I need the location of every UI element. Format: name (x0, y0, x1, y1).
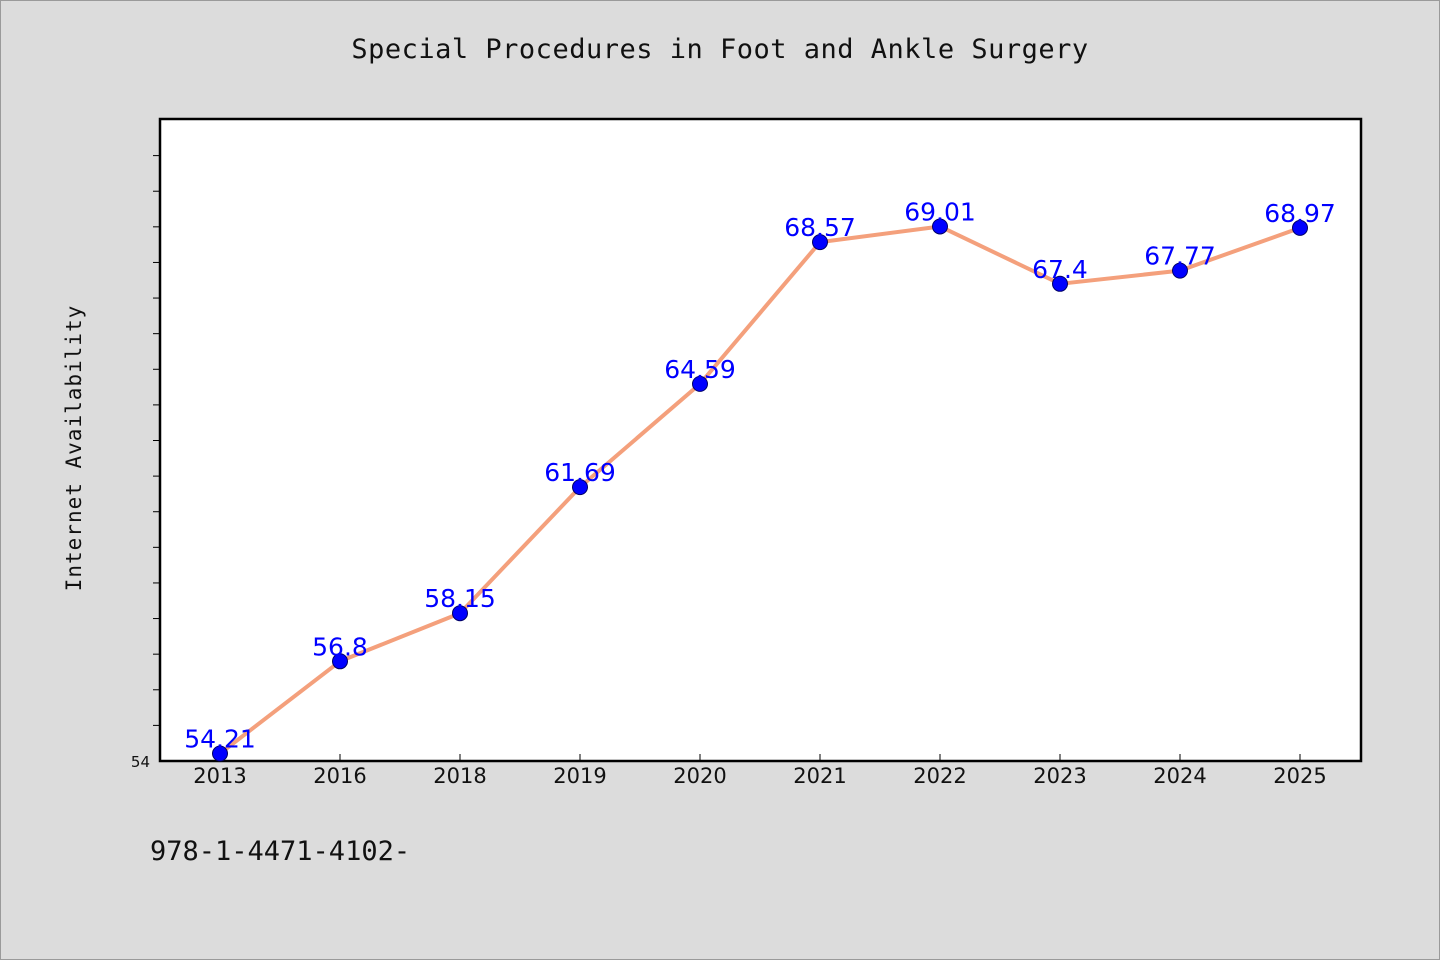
data-point (1172, 262, 1188, 279)
data-point (692, 375, 708, 392)
x-tick-label: 2021 (793, 764, 846, 788)
x-tick-label: 2016 (313, 764, 366, 788)
data-point (572, 479, 588, 496)
x-tick-label: 2025 (1273, 764, 1326, 788)
series-lines (218, 224, 1302, 756)
data-point (212, 745, 228, 762)
x-tick-label: 2024 (1153, 764, 1206, 788)
chart-title: Special Procedures in Foot and Ankle Sur… (351, 34, 1089, 65)
isbn-text: 978-1-4471-4102- (150, 836, 411, 867)
x-tick-label: 2022 (913, 764, 966, 788)
data-label: 61.69 (544, 458, 616, 487)
data-label: 69.01 (904, 197, 976, 226)
x-tick-label: 2020 (673, 764, 726, 788)
data-point (1052, 275, 1068, 292)
data-point (452, 605, 468, 622)
x-tick-label: 2013 (193, 764, 246, 788)
data-label: 54.21 (184, 725, 256, 754)
data-label: 68.97 (1264, 199, 1336, 228)
data-point (1292, 219, 1308, 236)
y-min-label: 54 (131, 753, 150, 771)
y-ticks (153, 155, 160, 726)
x-tick-label: 2023 (1033, 764, 1086, 788)
data-label: 67.4 (1032, 255, 1088, 284)
data-label: 67.77 (1144, 242, 1216, 271)
x-tick-label: 2019 (553, 764, 606, 788)
x-tick-label: 2018 (433, 764, 486, 788)
data-markers (212, 218, 1308, 762)
data-label: 68.57 (784, 213, 856, 242)
data-point (812, 234, 828, 251)
data-labels: 54.21 56.8 58.15 61.69 64.59 68.57 69.01 67.4 67… (184, 197, 1336, 753)
data-label: 56.8 (312, 632, 368, 661)
data-point (932, 218, 948, 235)
data-label: 58.15 (424, 584, 496, 613)
data-point (332, 653, 348, 670)
data-label: 64.59 (664, 355, 736, 384)
series-line (218, 224, 1302, 756)
x-tick-labels: 2013 2016 2018 2019 2020 2021 2022 2023 2024 2025 (193, 764, 1326, 788)
